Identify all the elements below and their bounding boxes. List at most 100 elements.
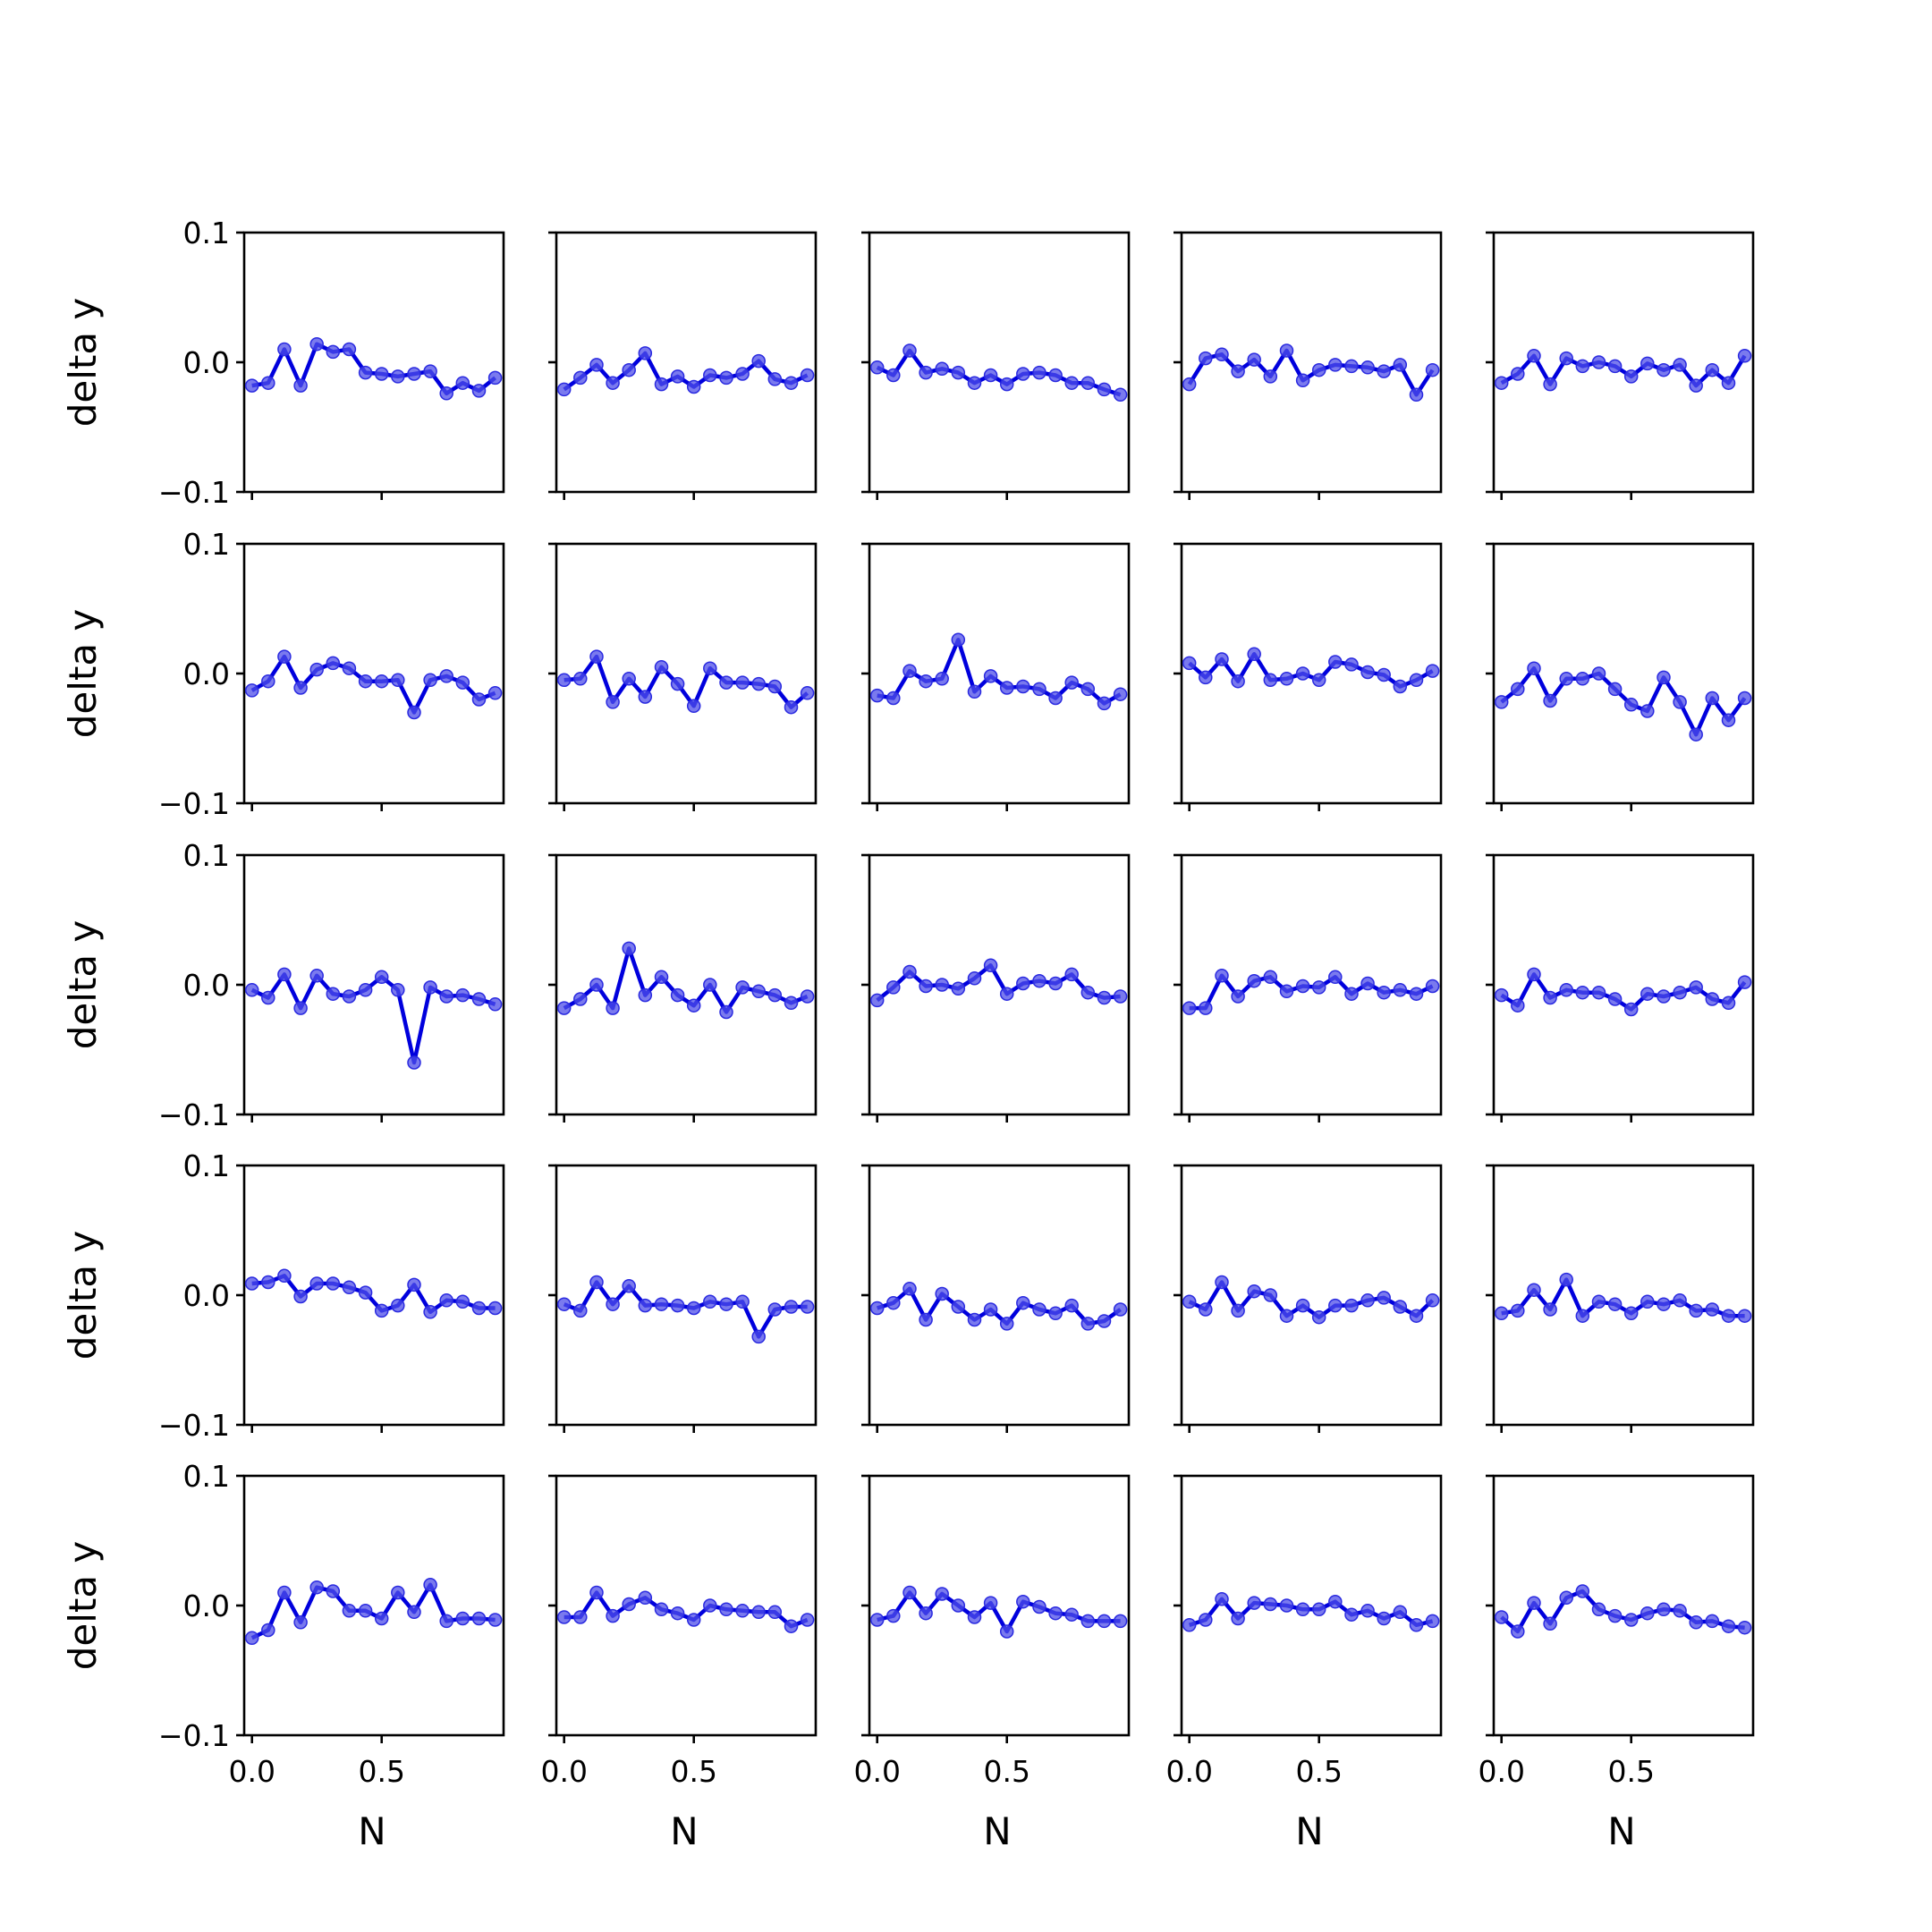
- y-tick-label: 0.0: [183, 968, 230, 1003]
- data-point: [1575, 672, 1590, 686]
- y-tick-label: −0.1: [158, 1408, 230, 1443]
- data-point: [1705, 1302, 1720, 1317]
- data-point: [277, 649, 292, 664]
- data-point: [261, 1275, 275, 1290]
- data-point: [935, 1587, 949, 1601]
- y-axis-label: delta y: [61, 609, 105, 739]
- data-point: [1295, 979, 1310, 994]
- data-point: [638, 1590, 653, 1606]
- data-point: [1657, 1602, 1671, 1617]
- data-point: [391, 1585, 405, 1600]
- series-line: [250, 1582, 496, 1640]
- data-point: [638, 1298, 653, 1313]
- data-point: [1199, 670, 1213, 685]
- y-tick-label: −0.1: [158, 1097, 230, 1132]
- y-axis-label: delta y: [61, 298, 105, 428]
- data-point: [670, 1298, 685, 1313]
- data-point: [1279, 1598, 1294, 1613]
- data-point: [784, 1619, 799, 1633]
- data-point: [1689, 1303, 1703, 1318]
- data-point: [1527, 1596, 1541, 1610]
- data-point: [1393, 1300, 1408, 1314]
- data-point: [1543, 377, 1557, 392]
- data-point: [1097, 1614, 1112, 1629]
- data-point: [342, 1280, 357, 1295]
- data-point: [556, 673, 572, 688]
- series-line: [251, 1274, 496, 1315]
- data-point: [951, 1598, 966, 1613]
- data-point: [1182, 1294, 1197, 1309]
- data-point: [439, 1614, 453, 1629]
- data-point: [407, 705, 421, 720]
- data-point: [1640, 1606, 1655, 1621]
- data-point: [1295, 373, 1310, 388]
- data-point: [800, 368, 815, 383]
- data-point: [1032, 973, 1046, 988]
- data-point: [589, 649, 604, 664]
- data-point: [1591, 985, 1606, 1000]
- data-point: [1247, 973, 1261, 988]
- data-point: [261, 376, 275, 390]
- data-point: [902, 964, 917, 979]
- data-point: [686, 699, 701, 714]
- data-point: [1377, 667, 1391, 682]
- data-point: [556, 1610, 572, 1624]
- subplot-r3-c2: [548, 853, 818, 1123]
- y-tick-label: 0.1: [183, 216, 230, 250]
- data-point: [471, 992, 487, 1006]
- data-point: [1360, 1604, 1375, 1618]
- data-point: [1344, 359, 1359, 374]
- data-point: [967, 376, 982, 390]
- data-point: [1705, 691, 1720, 706]
- data-point: [1607, 992, 1623, 1006]
- data-point: [589, 358, 604, 372]
- data-point: [1113, 387, 1128, 402]
- data-point: [902, 664, 917, 678]
- series-line: [1500, 1589, 1745, 1634]
- data-point: [1689, 1615, 1703, 1630]
- data-point: [1344, 987, 1359, 1001]
- data-point: [1279, 672, 1294, 686]
- data-point: [1543, 693, 1557, 708]
- data-point: [767, 1605, 783, 1620]
- data-point: [719, 1004, 733, 1020]
- data-point: [703, 1294, 717, 1309]
- data-point: [391, 673, 405, 688]
- axes-frame: [555, 1164, 818, 1427]
- data-point: [1360, 665, 1375, 680]
- subplot-r4-c3: [861, 1164, 1131, 1433]
- data-point: [735, 1604, 750, 1618]
- data-point: [1048, 1306, 1063, 1321]
- data-point: [1016, 1295, 1030, 1310]
- data-point: [1673, 985, 1687, 1000]
- data-point: [1182, 1001, 1197, 1015]
- data-point: [1295, 1298, 1310, 1313]
- data-point: [1048, 1606, 1063, 1621]
- data-point: [919, 979, 933, 994]
- data-point: [1097, 696, 1112, 711]
- y-tick-label: 0.0: [183, 657, 230, 691]
- data-point: [1721, 1619, 1736, 1633]
- data-point: [1182, 656, 1197, 671]
- data-point: [1409, 987, 1424, 1001]
- subplot-r5-c2: 0.0 0.5 N: [540, 1474, 818, 1853]
- data-point: [1737, 349, 1752, 363]
- data-point: [1393, 679, 1408, 694]
- data-point: [1311, 1602, 1326, 1617]
- data-point: [1097, 382, 1112, 397]
- data-point: [342, 989, 357, 1004]
- data-point: [407, 1605, 421, 1620]
- data-point: [439, 989, 453, 1004]
- data-point: [1032, 1599, 1046, 1614]
- data-point: [1543, 990, 1557, 1005]
- series-line: [564, 1590, 809, 1629]
- data-point: [1113, 1302, 1128, 1317]
- axes-frame: [868, 231, 1131, 494]
- data-point: [455, 1294, 470, 1309]
- data-point: [606, 1297, 620, 1311]
- data-point: [967, 971, 982, 986]
- data-point: [1016, 679, 1030, 694]
- data-point: [407, 1055, 421, 1070]
- y-axis-label: delta y: [61, 1231, 105, 1360]
